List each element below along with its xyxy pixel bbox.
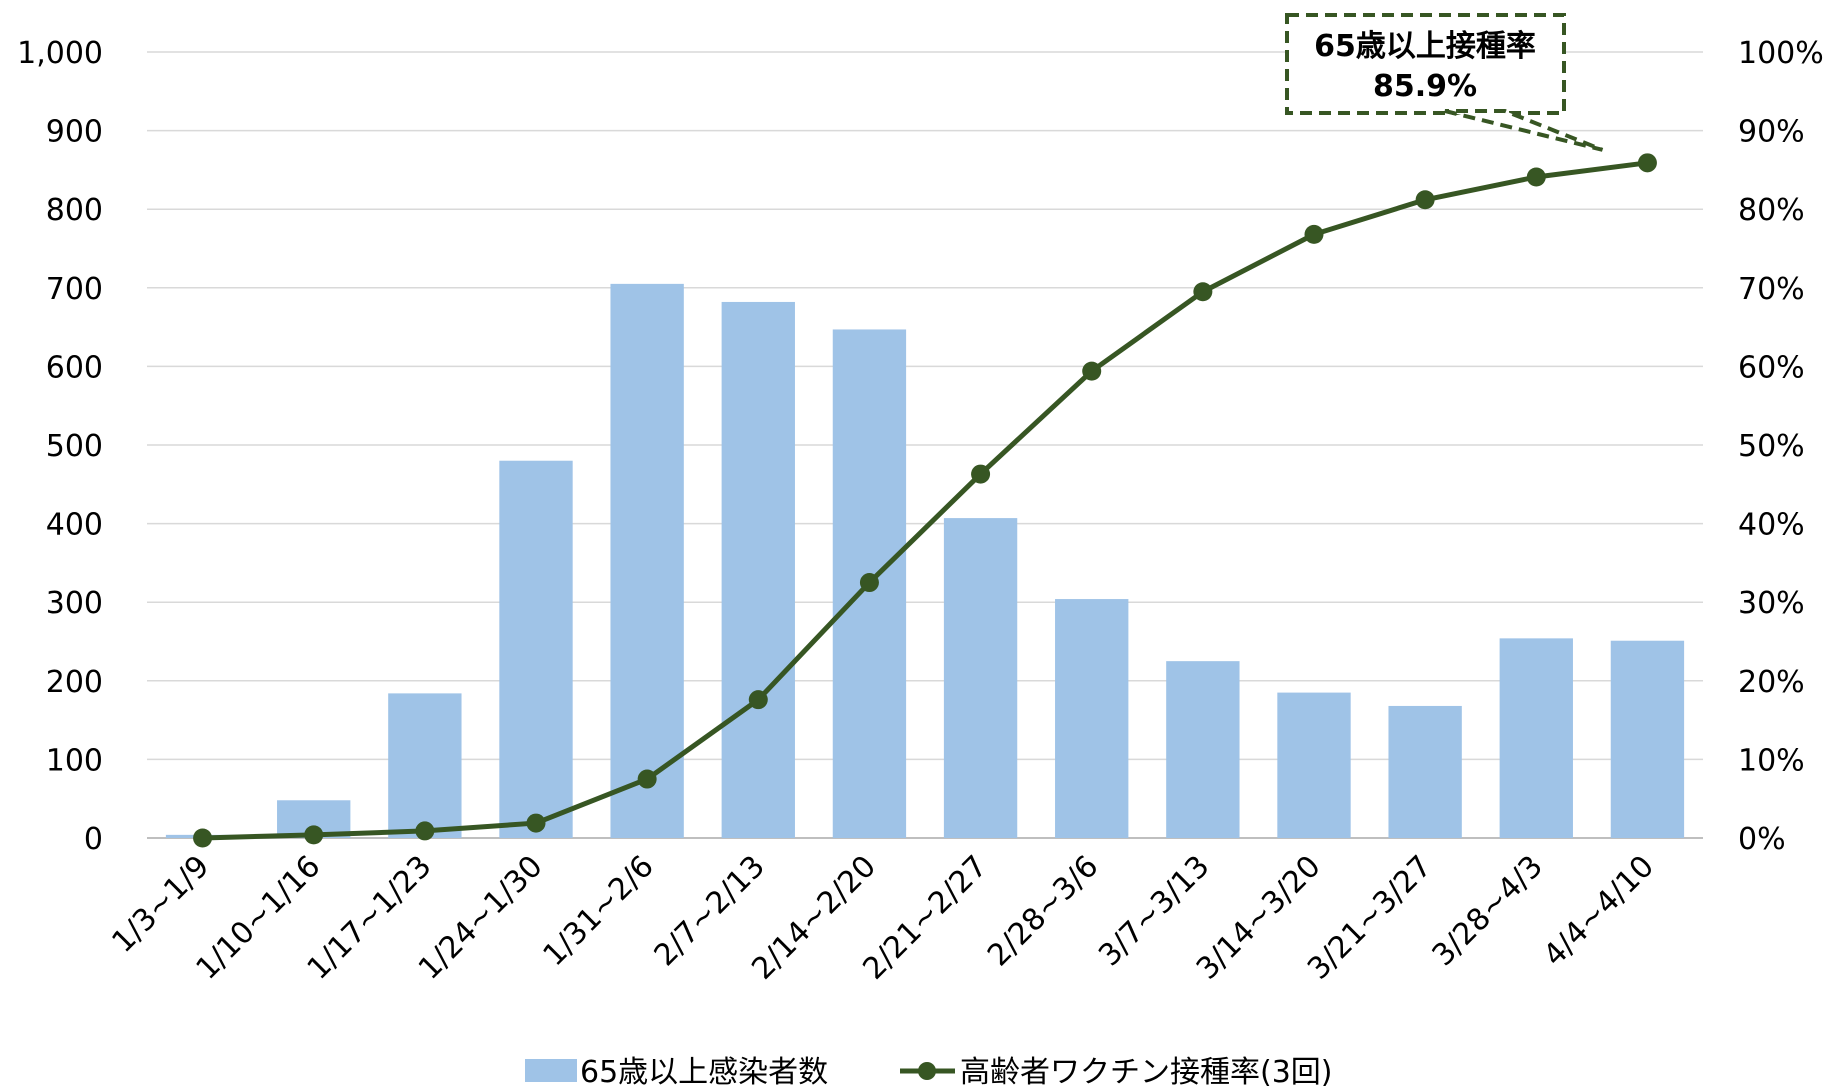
callout-line1: 65歳以上接種率 xyxy=(1314,29,1536,64)
legend: 65歳以上感染者数 高齢者ワクチン接種率(3回) xyxy=(525,1055,1333,1089)
bar xyxy=(499,460,573,838)
y-right-tick-label: 100% xyxy=(1738,36,1824,71)
y-left-tick-label: 1,000 xyxy=(17,36,103,71)
x-axis: 1/3~1/91/10~1/161/17~1/231/24~1/301/31~2… xyxy=(105,849,1661,987)
line-series xyxy=(193,153,1657,848)
y-right-tick-label: 50% xyxy=(1738,429,1805,464)
y-right-tick-label: 10% xyxy=(1738,743,1805,778)
y-left-tick-label: 100 xyxy=(46,743,103,778)
y-left-tick-label: 0 xyxy=(84,822,103,857)
bar xyxy=(1166,661,1240,838)
x-tick-label: 1/31~2/6 xyxy=(536,849,660,973)
bar xyxy=(1055,599,1129,838)
bar xyxy=(721,301,795,838)
bar xyxy=(610,283,684,838)
y-right-tick-label: 40% xyxy=(1738,508,1805,543)
x-tick-label: 4/4~4/10 xyxy=(1537,849,1661,973)
callout-pointer xyxy=(1444,109,1604,152)
line-point xyxy=(859,573,879,593)
y-axis-right: 0% 10% 20% 30% 40% 50% 60% 70% 80% 90% 100% xyxy=(1738,36,1824,857)
line-point xyxy=(526,813,546,833)
y-left-tick-label: 200 xyxy=(46,665,103,700)
bar xyxy=(1610,640,1685,838)
bar xyxy=(1499,638,1573,838)
y-right-tick-label: 20% xyxy=(1738,665,1805,700)
line-point xyxy=(193,828,213,848)
y-right-tick-label: 0% xyxy=(1738,822,1786,857)
legend-bar-label: 65歳以上感染者数 xyxy=(580,1055,828,1089)
line-point xyxy=(304,825,324,845)
line-point xyxy=(1415,190,1435,210)
legend-item-line: 高齢者ワクチン接種率(3回) xyxy=(900,1055,1333,1089)
y-right-tick-label: 80% xyxy=(1738,193,1805,228)
x-tick-label: 2/28~3/6 xyxy=(981,849,1105,973)
line-point xyxy=(1193,282,1213,302)
y-right-tick-label: 30% xyxy=(1738,586,1805,621)
y-left-tick-label: 700 xyxy=(46,272,103,307)
y-left-tick-label: 600 xyxy=(46,350,103,385)
bar xyxy=(943,518,1018,838)
gridlines xyxy=(147,51,1703,839)
y-left-tick-label: 300 xyxy=(46,586,103,621)
bar xyxy=(1277,692,1351,838)
x-tick-label: 1/3~1/9 xyxy=(105,849,216,960)
bar-series xyxy=(165,283,1685,838)
legend-item-bar: 65歳以上感染者数 xyxy=(525,1055,828,1089)
y-left-tick-label: 500 xyxy=(46,429,103,464)
bar xyxy=(388,693,462,838)
line-point xyxy=(1637,153,1657,173)
y-right-tick-label: 90% xyxy=(1738,115,1805,150)
y-right-tick-label: 70% xyxy=(1738,272,1805,307)
line-point xyxy=(1082,361,1102,381)
bar xyxy=(1388,705,1462,838)
y-left-tick-label: 900 xyxy=(46,115,103,150)
y-left-tick-label: 400 xyxy=(46,508,103,543)
line-point xyxy=(1304,224,1324,244)
legend-line-marker xyxy=(918,1062,936,1080)
y-axis-left: 0 100 200 300 400 500 600 700 800 900 1,000 xyxy=(17,36,103,857)
line-point xyxy=(748,690,768,710)
callout-box xyxy=(1285,13,1566,115)
legend-bar-swatch xyxy=(525,1059,577,1082)
x-tick-label: 3/28~4/3 xyxy=(1426,849,1550,973)
line-path xyxy=(202,160,1648,841)
y-right-tick-label: 60% xyxy=(1738,350,1805,385)
line-point xyxy=(415,821,435,841)
callout-line2: 85.9% xyxy=(1373,69,1477,104)
line-point xyxy=(637,769,657,789)
legend-line-label: 高齢者ワクチン接種率(3回) xyxy=(960,1055,1333,1089)
line-point xyxy=(1526,167,1546,187)
y-left-tick-label: 800 xyxy=(46,193,103,228)
line-point xyxy=(971,464,991,484)
annotation-callout: 65歳以上接種率 85.9% xyxy=(1285,13,1604,152)
